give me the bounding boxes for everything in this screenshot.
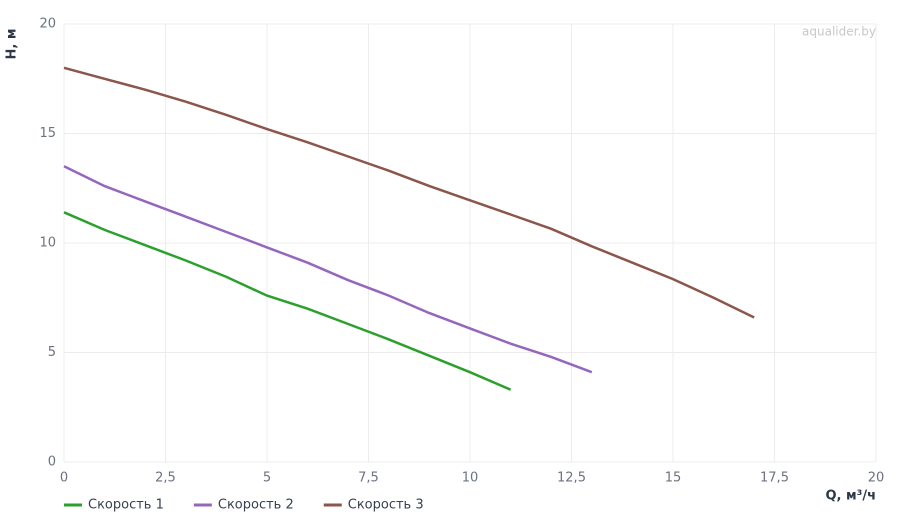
series-line [63, 211, 512, 391]
series-line [63, 165, 593, 374]
y-tick-label: 5 [48, 345, 56, 360]
legend-label: Скорость 2 [218, 498, 294, 513]
x-tick-label: 2,5 [155, 471, 176, 486]
x-tick-label: 10 [462, 471, 479, 486]
y-tick-label: 10 [39, 236, 56, 251]
y-tick-label: 20 [39, 17, 56, 32]
y-axis-title: H, м [5, 29, 20, 60]
x-tick-label: 12,5 [557, 471, 586, 486]
y-tick-label: 15 [39, 126, 56, 141]
x-tick-label: 0 [60, 471, 68, 486]
x-axis-title: Q, м³/ч [825, 489, 876, 504]
watermark: aqualider.by [802, 25, 876, 39]
series-line [63, 66, 755, 319]
x-tick-label: 17,5 [760, 471, 789, 486]
y-tick-label: 0 [48, 455, 56, 470]
legend-label: Скорость 3 [348, 498, 424, 513]
x-tick-label: 15 [665, 471, 682, 486]
x-tick-label: 7,5 [358, 471, 379, 486]
x-tick-label: 20 [868, 471, 885, 486]
x-tick-label: 5 [263, 471, 271, 486]
legend-label: Скорость 1 [88, 498, 164, 513]
